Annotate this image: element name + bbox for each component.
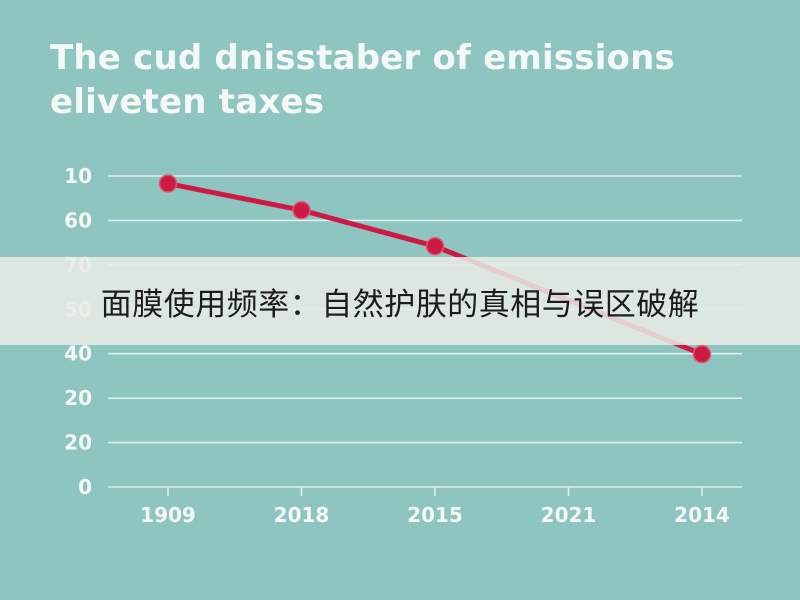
- y-tick-label: 40: [64, 342, 92, 366]
- overlay-banner: 面膜使用频率：自然护肤的真相与误区破解: [0, 257, 800, 345]
- x-tick-label: 1909: [140, 503, 196, 527]
- y-tick-label: 10: [64, 164, 92, 188]
- y-tick-label: 20: [64, 386, 92, 410]
- x-tick-label: 2015: [407, 503, 463, 527]
- data-point: [425, 236, 445, 256]
- x-tick-label: 2021: [541, 503, 597, 527]
- data-point: [692, 344, 712, 364]
- y-tick-label: 60: [64, 208, 92, 232]
- data-point: [158, 174, 178, 193]
- y-tick-label: 0: [78, 475, 92, 499]
- data-point: [292, 200, 311, 220]
- x-axis-tick-labels: 1909 2018 2015 2021 2014: [140, 487, 730, 527]
- overlay-text: 面膜使用频率：自然护肤的真相与误区破解: [100, 286, 700, 323]
- x-tick-label: 2018: [274, 503, 330, 527]
- chart-title: The cud dnisstaber of emissions eliveten…: [50, 38, 675, 122]
- x-tick-label: 2014: [674, 503, 730, 527]
- y-tick-label: 20: [64, 431, 92, 455]
